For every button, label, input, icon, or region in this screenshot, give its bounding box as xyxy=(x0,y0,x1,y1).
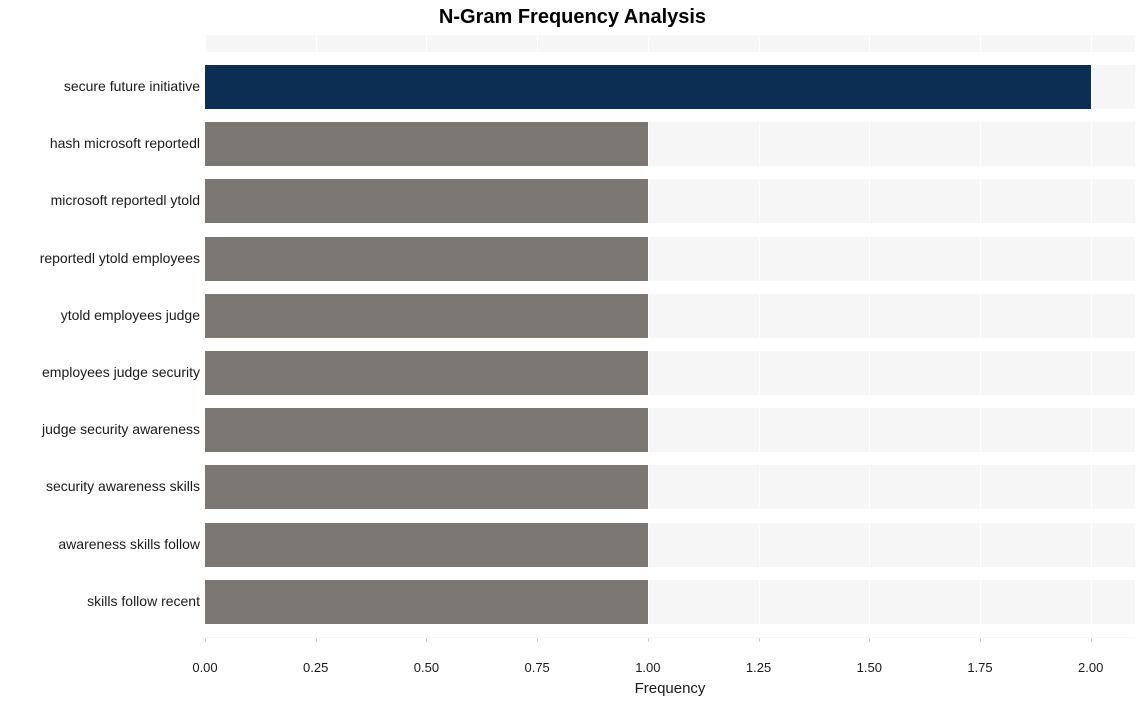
x-axis-label: Frequency xyxy=(205,680,1135,697)
x-axis-ticks: 0.000.250.500.751.001.251.501.752.00 xyxy=(205,660,1135,680)
bar xyxy=(205,122,648,166)
bar xyxy=(205,179,648,223)
gridline xyxy=(759,35,760,638)
bar xyxy=(205,237,648,281)
x-tick-label: 1.00 xyxy=(635,660,660,675)
x-tick-label: 1.50 xyxy=(857,660,882,675)
chart-container: N-Gram Frequency Analysis secure future … xyxy=(0,0,1145,701)
bar xyxy=(205,294,648,338)
x-tick-mark xyxy=(205,638,206,642)
y-tick-label: reportedl ytold employees xyxy=(40,250,200,266)
y-tick-label: hash microsoft reportedl xyxy=(50,135,200,151)
x-tick-mark xyxy=(426,638,427,642)
x-tick-mark xyxy=(537,638,538,642)
row-gap xyxy=(205,166,1135,179)
y-tick-label: security awareness skills xyxy=(46,478,200,494)
row-gap xyxy=(205,452,1135,465)
y-tick-label: secure future initiative xyxy=(64,78,200,94)
row-gap xyxy=(205,338,1135,351)
y-tick-label: skills follow recent xyxy=(87,593,200,609)
bar xyxy=(205,580,648,624)
y-tick-label: employees judge security xyxy=(42,364,200,380)
row-gap xyxy=(205,281,1135,294)
x-tick-label: 2.00 xyxy=(1078,660,1103,675)
x-tick-mark xyxy=(648,638,649,642)
gridline xyxy=(869,35,870,638)
row-gap xyxy=(205,52,1135,65)
x-tick-label: 1.75 xyxy=(967,660,992,675)
x-tick-mark xyxy=(869,638,870,642)
chart-title: N-Gram Frequency Analysis xyxy=(0,6,1145,29)
x-tick-mark xyxy=(980,638,981,642)
bar xyxy=(205,465,648,509)
x-tick-label: 0.50 xyxy=(414,660,439,675)
bar xyxy=(205,65,1091,109)
y-tick-label: awareness skills follow xyxy=(58,536,200,552)
x-tick-label: 1.25 xyxy=(746,660,771,675)
gridline xyxy=(648,35,649,638)
row-gap xyxy=(205,395,1135,408)
row-gap xyxy=(205,109,1135,122)
row-gap xyxy=(205,223,1135,236)
row-gap xyxy=(205,509,1135,522)
x-tick-label: 0.00 xyxy=(192,660,217,675)
plot-area xyxy=(205,35,1135,638)
x-tick-mark xyxy=(1091,638,1092,642)
gridline xyxy=(1091,35,1092,638)
row-gap xyxy=(205,567,1135,580)
x-tick-mark xyxy=(759,638,760,642)
bar xyxy=(205,523,648,567)
y-tick-label: ytold employees judge xyxy=(61,307,200,323)
x-tick-mark xyxy=(316,638,317,642)
bar xyxy=(205,408,648,452)
bar xyxy=(205,351,648,395)
y-tick-label: microsoft reportedl ytold xyxy=(51,192,200,208)
x-tick-label: 0.75 xyxy=(524,660,549,675)
gridline xyxy=(980,35,981,638)
row-gap xyxy=(205,624,1135,637)
y-tick-label: judge security awareness xyxy=(42,421,200,437)
x-tick-label: 0.25 xyxy=(303,660,328,675)
